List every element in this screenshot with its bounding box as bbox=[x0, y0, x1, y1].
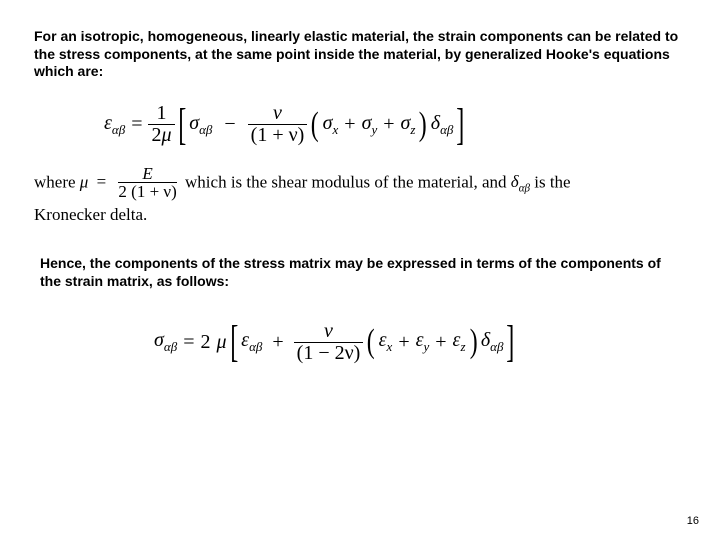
equation-strain: εαβ = 1 2μ [ σαβ − ν (1 + ν) ( σx + σy +… bbox=[104, 103, 685, 147]
kronecker-line: Kronecker delta. bbox=[34, 205, 685, 225]
slide: For an isotropic, homogeneous, linearly … bbox=[0, 0, 719, 539]
intro-paragraph: For an isotropic, homogeneous, linearly … bbox=[34, 28, 685, 81]
shear-modulus-line: where μ = E 2 (1 + ν) which is the shear… bbox=[34, 165, 685, 202]
hence-paragraph: Hence, the components of the stress matr… bbox=[34, 255, 685, 290]
equation-stress: σαβ = 2μ [ εαβ + ν (1 − 2ν) ( εx + εy + … bbox=[154, 320, 685, 364]
page-number: 16 bbox=[687, 515, 699, 527]
